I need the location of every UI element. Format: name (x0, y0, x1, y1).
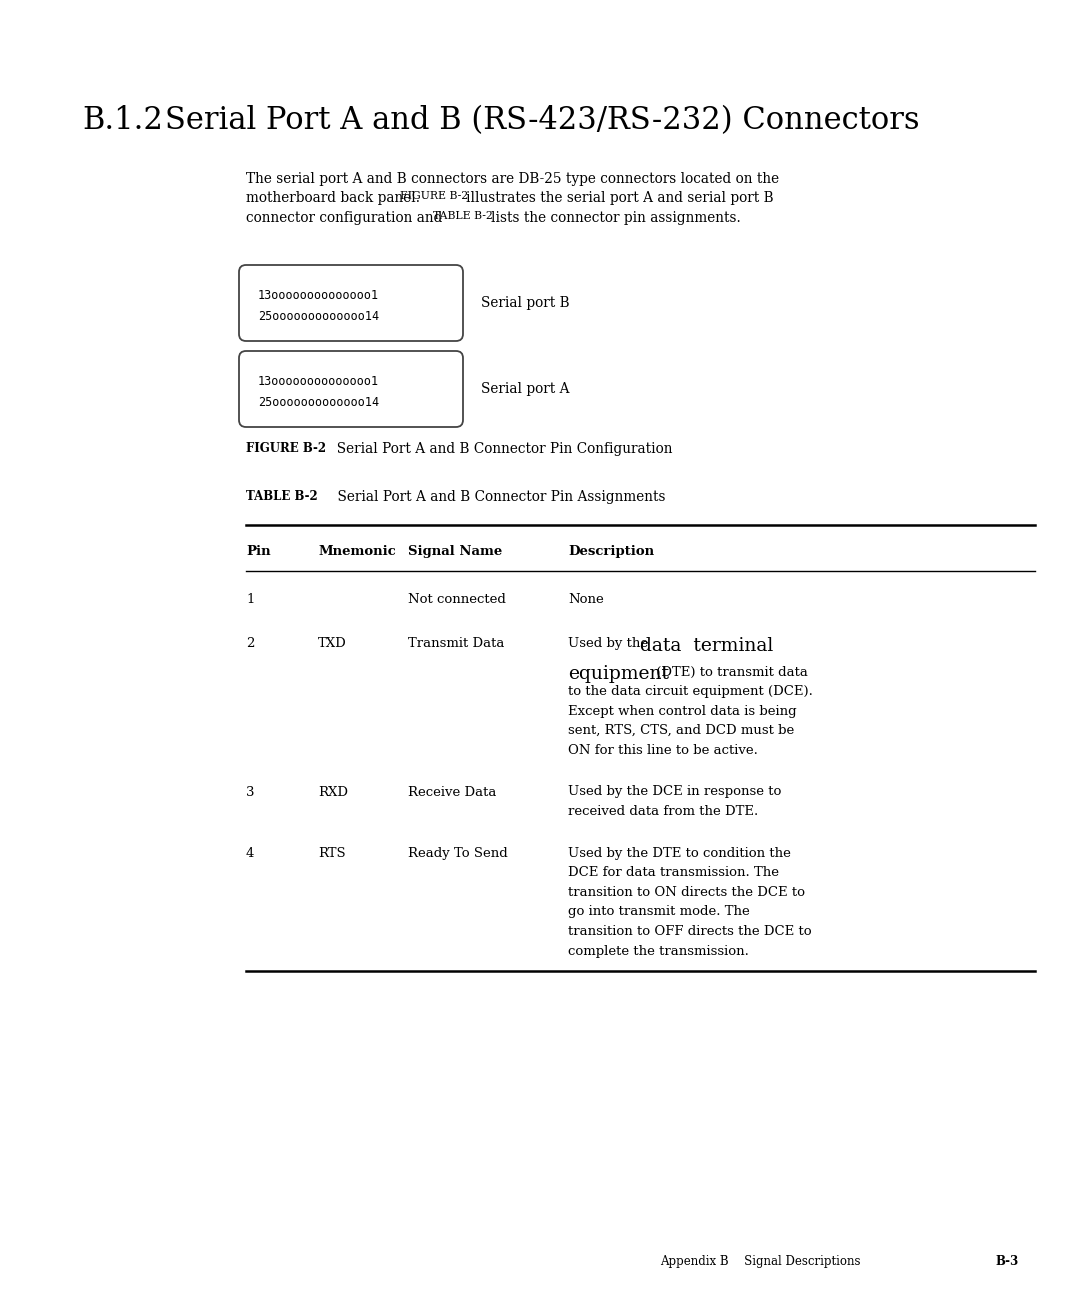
Text: Pin: Pin (246, 546, 271, 559)
Text: illustrates the serial port A and serial port B: illustrates the serial port A and serial… (465, 192, 773, 206)
Text: 4: 4 (246, 848, 255, 861)
Text: Used by the DTE to condition the: Used by the DTE to condition the (568, 848, 791, 861)
Text: Not connected: Not connected (408, 594, 505, 607)
Text: 25ooooooooooooo14: 25ooooooooooooo14 (258, 397, 379, 410)
Text: Except when control data is being: Except when control data is being (568, 705, 797, 718)
Text: Receive Data: Receive Data (408, 785, 497, 798)
Text: B-3: B-3 (995, 1255, 1018, 1267)
Text: Serial port A: Serial port A (481, 382, 569, 397)
Text: DCE for data transmission. The: DCE for data transmission. The (568, 867, 779, 880)
Text: equipment: equipment (568, 666, 669, 683)
Text: Appendix B  Signal Descriptions: Appendix B Signal Descriptions (660, 1255, 861, 1267)
Text: transition to ON directs the DCE to: transition to ON directs the DCE to (568, 886, 805, 899)
Text: 13oooooooooooooo1: 13oooooooooooooo1 (258, 375, 379, 388)
FancyBboxPatch shape (239, 264, 463, 341)
Text: Used by the DCE in response to: Used by the DCE in response to (568, 785, 781, 798)
Text: 3: 3 (246, 785, 255, 798)
Text: to the data circuit equipment (DCE).: to the data circuit equipment (DCE). (568, 686, 813, 699)
Text: Used by the: Used by the (568, 638, 652, 651)
Text: connector configuration and: connector configuration and (246, 211, 447, 226)
Text: RXD: RXD (318, 785, 348, 798)
Text: Transmit Data: Transmit Data (408, 638, 504, 651)
Text: complete the transmission.: complete the transmission. (568, 945, 748, 958)
Text: None: None (568, 594, 604, 607)
Text: FIGURE B-2: FIGURE B-2 (246, 442, 326, 455)
Text: Description: Description (568, 546, 654, 559)
Text: Serial port B: Serial port B (481, 295, 569, 310)
Text: go into transmit mode. The: go into transmit mode. The (568, 906, 750, 919)
Text: motherboard back panel.: motherboard back panel. (246, 192, 424, 206)
Text: 25ooooooooooooo14: 25ooooooooooooo14 (258, 310, 379, 323)
Text: RTS: RTS (318, 848, 346, 861)
Text: TXD: TXD (318, 638, 347, 651)
Text: transition to OFF directs the DCE to: transition to OFF directs the DCE to (568, 925, 812, 938)
Text: Serial Port A and B Connector Pin Assignments: Serial Port A and B Connector Pin Assign… (320, 490, 665, 504)
FancyBboxPatch shape (239, 351, 463, 426)
Text: (DTE) to transmit data: (DTE) to transmit data (652, 666, 808, 679)
Text: Mnemonic: Mnemonic (318, 546, 395, 559)
Text: Serial Port A and B (RS-423/RS-232) Connectors: Serial Port A and B (RS-423/RS-232) Conn… (165, 105, 920, 136)
Text: Serial Port A and B Connector Pin Configuration: Serial Port A and B Connector Pin Config… (328, 442, 673, 456)
Text: Ready To Send: Ready To Send (408, 848, 508, 861)
Text: 1: 1 (246, 594, 255, 607)
Text: data  terminal: data terminal (640, 638, 773, 654)
Text: B.1.2: B.1.2 (82, 105, 163, 136)
Text: TABLE B-2: TABLE B-2 (246, 490, 318, 503)
Text: received data from the DTE.: received data from the DTE. (568, 805, 758, 818)
Text: sent, RTS, CTS, and DCD must be: sent, RTS, CTS, and DCD must be (568, 724, 794, 737)
Text: FIGURE B-2: FIGURE B-2 (400, 192, 469, 201)
Text: 2: 2 (246, 638, 255, 651)
Text: ON for this line to be active.: ON for this line to be active. (568, 744, 758, 757)
Text: Signal Name: Signal Name (408, 546, 502, 559)
Text: TABLE B-2: TABLE B-2 (433, 211, 492, 222)
Text: lists the connector pin assignments.: lists the connector pin assignments. (491, 211, 741, 226)
Text: 13oooooooooooooo1: 13oooooooooooooo1 (258, 289, 379, 302)
Text: The serial port A and B connectors are DB-25 type connectors located on the: The serial port A and B connectors are D… (246, 172, 779, 187)
